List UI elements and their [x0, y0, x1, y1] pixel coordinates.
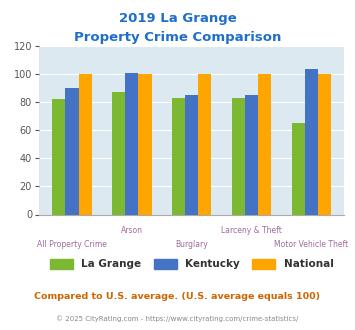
- Bar: [292, 123, 305, 214]
- Bar: [65, 88, 78, 214]
- Bar: [305, 69, 318, 214]
- Text: Property Crime Comparison: Property Crime Comparison: [74, 31, 281, 44]
- Bar: [318, 74, 331, 215]
- Bar: [138, 74, 152, 215]
- Bar: [198, 74, 212, 215]
- Bar: [52, 100, 65, 214]
- Bar: [112, 92, 125, 214]
- Bar: [185, 95, 198, 214]
- Bar: [245, 95, 258, 214]
- Bar: [258, 74, 271, 215]
- Text: © 2025 CityRating.com - https://www.cityrating.com/crime-statistics/: © 2025 CityRating.com - https://www.city…: [56, 315, 299, 322]
- Text: All Property Crime: All Property Crime: [37, 240, 107, 249]
- Text: Compared to U.S. average. (U.S. average equals 100): Compared to U.S. average. (U.S. average …: [34, 292, 321, 301]
- Legend: La Grange, Kentucky, National: La Grange, Kentucky, National: [46, 254, 338, 273]
- Text: 2019 La Grange: 2019 La Grange: [119, 12, 236, 24]
- Text: Arson: Arson: [121, 226, 143, 235]
- Text: Burglary: Burglary: [175, 240, 208, 249]
- Text: Motor Vehicle Theft: Motor Vehicle Theft: [274, 240, 349, 249]
- Bar: [172, 98, 185, 214]
- Bar: [78, 74, 92, 215]
- Bar: [232, 98, 245, 214]
- Text: Larceny & Theft: Larceny & Theft: [221, 226, 282, 235]
- Bar: [125, 73, 138, 215]
